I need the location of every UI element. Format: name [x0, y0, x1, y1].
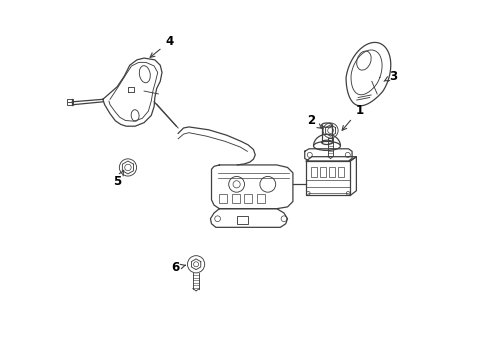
Text: 6: 6 — [171, 261, 185, 274]
Text: 4: 4 — [150, 35, 173, 57]
Text: 2: 2 — [306, 114, 321, 128]
Text: 3: 3 — [383, 69, 397, 82]
Text: 5: 5 — [113, 170, 123, 188]
Text: 1: 1 — [342, 104, 363, 130]
